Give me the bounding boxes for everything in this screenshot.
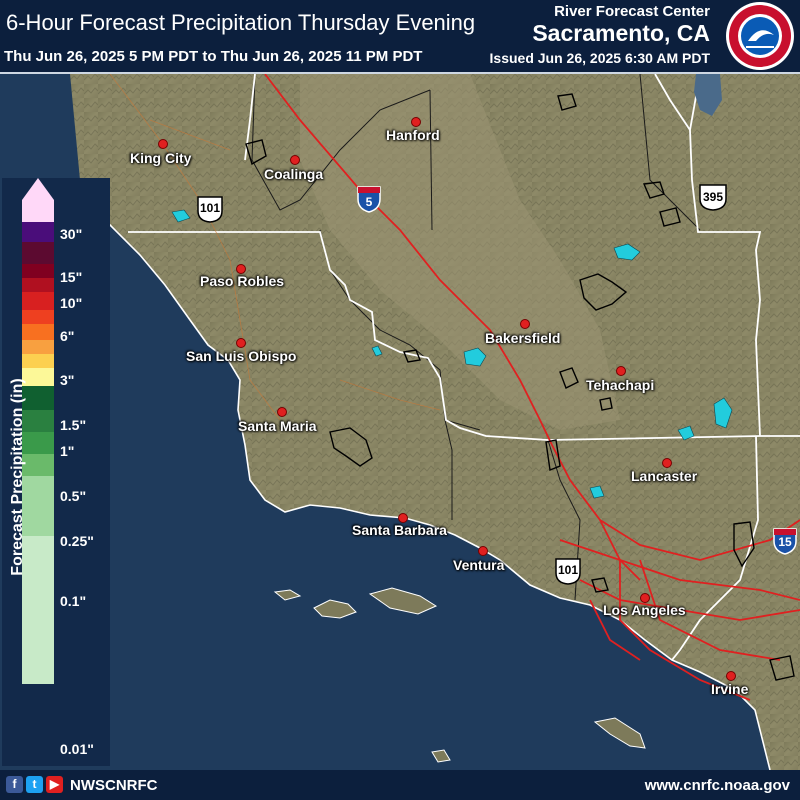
channel-island — [431, 749, 451, 763]
youtube-icon[interactable]: ▶ — [46, 776, 63, 793]
legend-color-band — [22, 310, 54, 324]
legend-color-band — [22, 222, 54, 242]
interstate-5-shield — [357, 186, 381, 213]
legend-color-band — [22, 340, 54, 354]
issued-time: Issued Jun 26, 2025 6:30 AM PDT — [489, 50, 710, 66]
city-label-san-luis-obispo: San Luis Obispo — [186, 348, 297, 364]
channel-island — [593, 717, 646, 749]
us-101-label-north: 101 — [199, 201, 221, 215]
us-101-shield-south — [555, 558, 581, 585]
us-395-label: 395 — [702, 190, 724, 204]
rfc-location: Sacramento, CA — [532, 20, 710, 46]
city-label-santa-barbara: Santa Barbara — [352, 522, 447, 538]
social-handle[interactable]: NWSCNRFC — [70, 777, 158, 794]
city-label-lancaster: Lancaster — [631, 468, 698, 484]
rfc-label: River Forecast Center — [554, 3, 710, 20]
city-dot-irvine — [726, 671, 736, 681]
legend-arrow — [22, 178, 54, 200]
header-divider — [0, 72, 800, 74]
legend-label-0-25: 0.25" — [60, 533, 94, 549]
legend-label-3: 3" — [60, 372, 75, 388]
city-dot-tehachapi — [616, 366, 626, 376]
city-label-irvine: Irvine — [711, 681, 749, 697]
legend-color-band — [22, 292, 54, 310]
legend-color-band — [22, 432, 54, 454]
page-title: 6-Hour Forecast Precipitation Thursday E… — [6, 10, 476, 35]
city-label-hanford: Hanford — [386, 127, 440, 143]
legend-label-1: 1" — [60, 443, 75, 459]
legend-color-band — [22, 368, 54, 386]
forecast-period: Thu Jun 26, 2025 5 PM PDT to Thu Jun 26,… — [4, 48, 423, 65]
header-bar — [0, 0, 800, 72]
city-label-los-angeles: Los Angeles — [603, 602, 686, 618]
central-valley — [300, 74, 620, 430]
city-dot-coalinga — [290, 155, 300, 165]
burn-scars — [245, 93, 795, 681]
legend-color-band — [22, 264, 54, 278]
legend-label-0-01: 0.01" — [60, 741, 94, 757]
city-dot-los-angeles — [640, 593, 650, 603]
city-dot-santa-barbara — [398, 513, 408, 523]
us-101-label-south: 101 — [557, 563, 579, 577]
interstate-15-shield — [773, 528, 797, 555]
city-dot-lancaster — [662, 458, 672, 468]
city-dot-san-luis-obispo — [236, 338, 246, 348]
legend-color-band — [22, 476, 54, 536]
owens-lake — [694, 74, 722, 116]
city-dot-ventura — [478, 546, 488, 556]
legend-label-0-5: 0.5" — [60, 488, 87, 504]
legend-label-10: 10" — [60, 295, 83, 311]
facebook-icon[interactable]: f — [6, 776, 23, 793]
legend-panel — [2, 178, 110, 766]
us-395-shield — [699, 184, 727, 211]
legend-color-band — [22, 536, 54, 684]
legend-title: Forecast Precipitation (in) — [9, 378, 26, 576]
channel-island — [273, 589, 302, 601]
interstate-5-label: 5 — [365, 195, 373, 209]
city-label-santa-maria: Santa Maria — [238, 418, 317, 434]
legend-color-band — [22, 242, 54, 264]
lakes — [171, 209, 733, 499]
boundaries — [128, 73, 800, 661]
legend-color-band — [22, 324, 54, 340]
city-dot-hanford — [411, 117, 421, 127]
legend-color-band — [22, 386, 54, 410]
city-dot-bakersfield — [520, 319, 530, 329]
legend-label-6: 6" — [60, 328, 75, 344]
city-label-coalinga: Coalinga — [264, 166, 324, 182]
city-dot-king-city — [158, 139, 168, 149]
footer-bar — [0, 770, 800, 800]
nws-logo-icon — [726, 2, 794, 70]
channel-island — [368, 587, 438, 615]
legend-color-band — [22, 454, 54, 476]
website-link[interactable]: www.cnrfc.noaa.gov — [644, 777, 790, 794]
legend-label-0-1: 0.1" — [60, 593, 87, 609]
legend-label-15: 15" — [60, 269, 83, 285]
legend-colorbar — [22, 178, 54, 684]
twitter-icon[interactable]: t — [26, 776, 43, 793]
social-icons: f t ▶ — [6, 776, 63, 793]
city-label-ventura: Ventura — [453, 557, 505, 573]
channel-island — [313, 599, 357, 619]
coastline — [79, 179, 771, 771]
city-label-king-city: King City — [130, 150, 192, 166]
city-label-bakersfield: Bakersfield — [485, 330, 561, 346]
legend-color-band — [22, 278, 54, 292]
legend-label-30: 30" — [60, 226, 83, 242]
legend-label-1-5: 1.5" — [60, 417, 87, 433]
city-dot-santa-maria — [277, 407, 287, 417]
city-label-paso-robles: Paso Robles — [200, 273, 285, 289]
legend-color-band — [22, 410, 54, 432]
legend-color-band — [22, 200, 54, 222]
city-label-tehachapi: Tehachapi — [586, 377, 655, 393]
interstate-15-label: 15 — [778, 535, 792, 549]
city-dot-paso-robles — [236, 264, 246, 274]
us-101-shield-north — [197, 196, 223, 223]
legend-color-band — [22, 354, 54, 368]
